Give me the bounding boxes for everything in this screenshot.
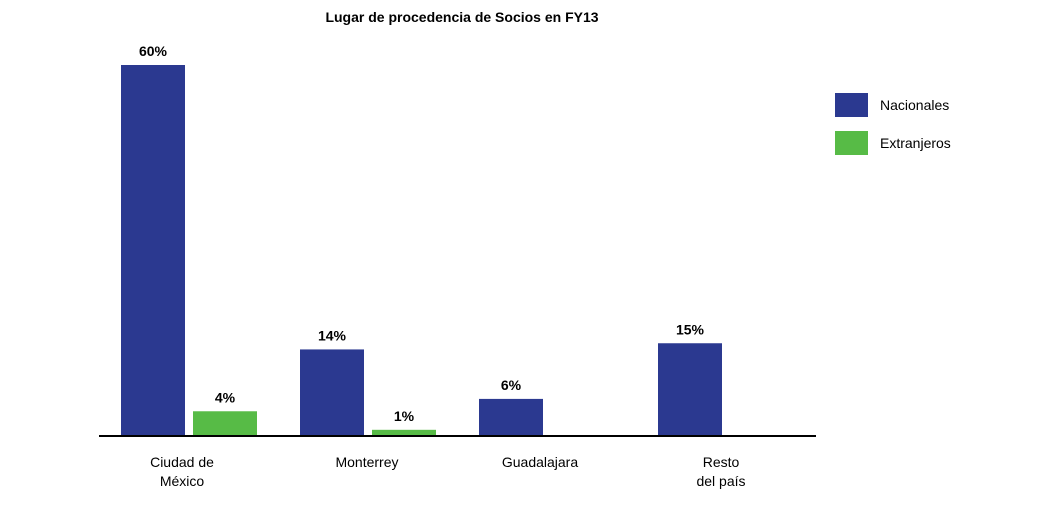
category-labels-group: Ciudad de México Monterrey Guadalajara Resto… (150, 454, 745, 489)
legend-swatch-extranjeros (835, 131, 868, 155)
category-label-line: Resto (703, 454, 740, 470)
category-label-2: Guadalajara (502, 454, 578, 470)
bar-nacionales-1 (300, 349, 364, 436)
bar-extranjeros-0 (193, 411, 257, 436)
category-label-0: Ciudad de México (150, 454, 214, 489)
category-label-line: Guadalajara (502, 454, 578, 470)
legend: Nacionales Extranjeros (835, 93, 951, 169)
category-label-1: Monterrey (335, 454, 398, 470)
legend-label-nacionales: Nacionales (880, 97, 950, 113)
category-label-line: Ciudad de (150, 454, 214, 470)
legend-item-extranjeros: Extranjeros (835, 131, 951, 155)
bar-nacionales-3 (658, 343, 722, 436)
category-label-line: Monterrey (335, 454, 398, 470)
value-labels-group: 60% 4% 14% 1% 6% 15% (139, 43, 705, 424)
chart-title: Lugar de procedencia de Socios en FY13 (325, 9, 599, 25)
value-label-nacionales-1: 14% (318, 327, 347, 343)
value-label-extranjeros-1: 1% (394, 408, 415, 424)
category-label-3: Resto del país (696, 454, 745, 489)
legend-label-extranjeros: Extranjeros (880, 135, 951, 151)
category-label-line: del país (696, 473, 745, 489)
category-label-line: México (160, 473, 205, 489)
value-label-extranjeros-0: 4% (215, 389, 236, 405)
value-label-nacionales-3: 15% (676, 321, 705, 337)
bar-extranjeros-1 (372, 429, 436, 436)
legend-item-nacionales: Nacionales (835, 93, 951, 117)
bar-nacionales-0 (121, 65, 185, 436)
value-label-nacionales-2: 6% (501, 377, 522, 393)
value-label-nacionales-0: 60% (139, 43, 168, 59)
bars-group (121, 65, 722, 436)
legend-swatch-nacionales (835, 93, 868, 117)
bar-nacionales-2 (479, 398, 543, 436)
